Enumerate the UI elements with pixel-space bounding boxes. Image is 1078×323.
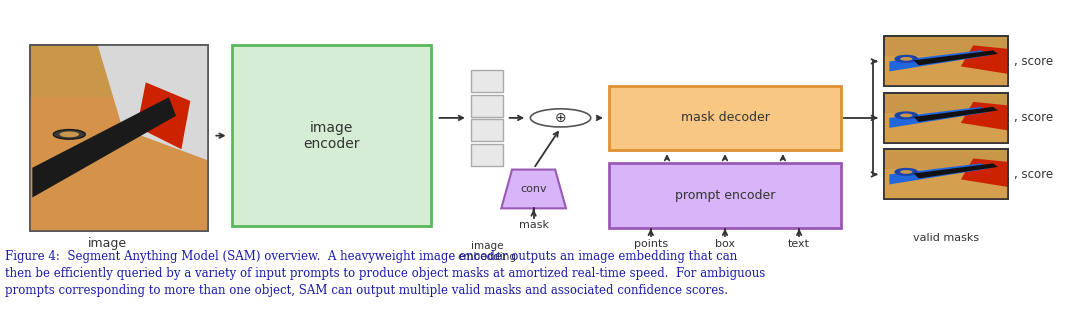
Text: , score: , score — [1014, 168, 1053, 181]
Polygon shape — [960, 102, 1008, 130]
Polygon shape — [889, 107, 990, 128]
Circle shape — [895, 169, 917, 175]
Text: mask: mask — [519, 220, 549, 230]
Bar — [884, 169, 1008, 199]
Text: valid masks: valid masks — [913, 233, 980, 243]
Polygon shape — [501, 170, 566, 208]
Polygon shape — [137, 82, 191, 149]
Text: conv: conv — [521, 184, 547, 194]
Bar — [471, 70, 503, 92]
Text: text: text — [788, 239, 811, 249]
Text: points: points — [634, 239, 668, 249]
Bar — [471, 95, 503, 117]
Text: image
encoder: image encoder — [303, 120, 360, 151]
Text: Figure 4:  Segment Anything Model (SAM) overview.  A heavyweight image encoder o: Figure 4: Segment Anything Model (SAM) o… — [5, 250, 765, 297]
Polygon shape — [960, 45, 1008, 74]
Text: image: image — [88, 237, 127, 250]
Bar — [884, 36, 1008, 86]
Circle shape — [895, 112, 917, 119]
Bar — [30, 45, 208, 231]
Circle shape — [900, 113, 912, 117]
Bar — [232, 45, 431, 226]
Text: , score: , score — [1014, 111, 1053, 124]
Circle shape — [59, 131, 79, 137]
Circle shape — [530, 109, 591, 127]
Bar — [884, 149, 1008, 199]
Text: , score: , score — [1014, 55, 1053, 68]
Polygon shape — [32, 97, 176, 197]
Polygon shape — [914, 163, 998, 178]
Circle shape — [895, 56, 917, 62]
Bar — [609, 86, 841, 150]
Polygon shape — [914, 107, 998, 122]
Bar — [884, 36, 1008, 86]
Bar — [884, 93, 1008, 143]
Bar — [471, 144, 503, 166]
Circle shape — [900, 170, 912, 174]
Text: mask decoder: mask decoder — [680, 111, 770, 124]
Bar — [30, 45, 208, 231]
Circle shape — [900, 57, 912, 61]
Bar — [884, 149, 1008, 199]
Text: box: box — [715, 239, 735, 249]
Circle shape — [53, 130, 85, 139]
Polygon shape — [914, 50, 998, 65]
Text: $\oplus$: $\oplus$ — [554, 111, 567, 125]
Text: image
embedding: image embedding — [458, 241, 516, 262]
Bar — [884, 56, 1008, 86]
Bar — [884, 113, 1008, 143]
Polygon shape — [889, 50, 990, 71]
Polygon shape — [889, 163, 990, 184]
Bar — [471, 119, 503, 141]
Bar — [609, 163, 841, 228]
Text: prompt encoder: prompt encoder — [675, 189, 775, 202]
Polygon shape — [98, 45, 208, 161]
Bar — [884, 93, 1008, 143]
Bar — [30, 97, 208, 231]
Polygon shape — [960, 158, 1008, 187]
